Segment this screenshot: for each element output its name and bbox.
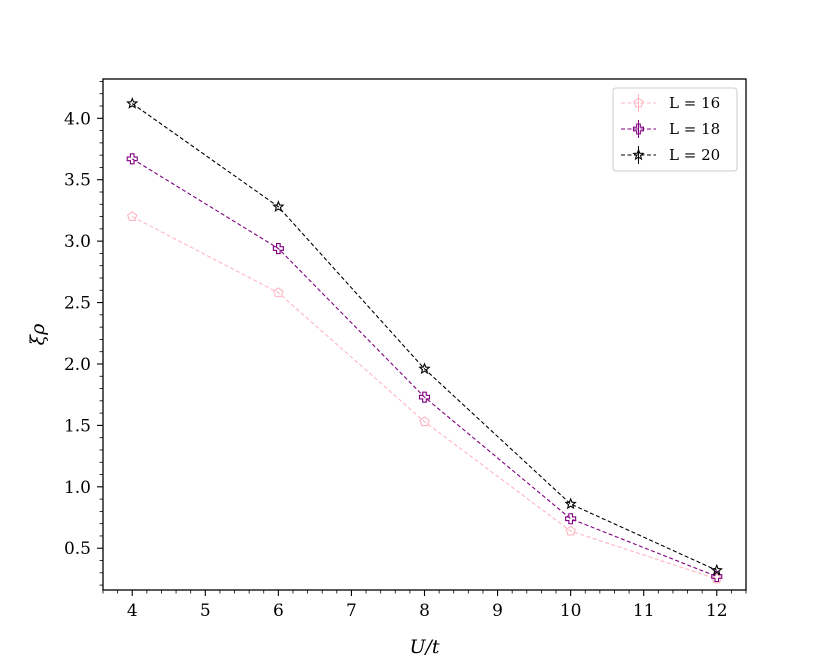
legend-label: L = 16 [669,94,720,112]
data-point [710,563,723,576]
series-layer [126,97,723,584]
legend-marker [632,148,645,161]
series-1 [127,211,722,584]
series-line [131,216,717,580]
data-point [565,525,576,536]
y-axis-title: ξρ [27,323,49,345]
data-point [419,416,430,427]
x-tick-label: 11 [633,601,655,621]
legend-marker [632,123,645,135]
x-tick-label: 5 [200,601,211,621]
y-tick-label: 2.0 [64,355,91,375]
ticks-layer: 4 5 6 7 8 9 10 11 12 0.5 1.0 1.5 2.0 2.5 3.0 3.5 4.0 [64,81,747,621]
legend-box [612,87,738,172]
series-line [131,103,717,571]
data-point [126,153,138,165]
x-tick-label: 10 [560,601,582,621]
x-tick-label: 8 [419,601,430,621]
plot-frame [102,78,747,591]
series-3 [126,97,723,576]
data-point [418,362,431,375]
data-point [273,287,284,298]
y-tick-label: 0.5 [64,539,91,559]
data-point [564,497,577,510]
x-axis-title: U/t [409,636,439,658]
y-tick-label: 2.5 [64,294,91,314]
data-point [127,211,138,222]
data-point [565,513,577,525]
x-tick-label: 6 [273,601,284,621]
legend-label: L = 18 [669,120,720,138]
legend-label: L = 20 [669,146,720,164]
data-point [126,97,139,109]
y-tick-label: 3.0 [64,232,91,252]
legend: L = 16 L = 18 L = 20 [612,87,738,172]
y-tick-label: 3.5 [64,171,91,191]
legend-marker [633,97,644,108]
data-point [272,242,284,255]
data-point [418,391,431,403]
series-2 [126,153,723,583]
x-tick-label: 12 [706,601,728,621]
data-point [272,200,285,212]
x-tick-label: 4 [127,601,138,621]
series-line [131,158,717,578]
data-point [711,570,723,583]
data-point [711,573,722,584]
x-tick-label: 9 [492,601,503,621]
x-tick-label: 7 [346,601,357,621]
y-tick-label: 4.0 [64,109,91,129]
y-tick-label: 1.5 [64,416,91,436]
y-tick-label: 1.0 [64,478,91,498]
